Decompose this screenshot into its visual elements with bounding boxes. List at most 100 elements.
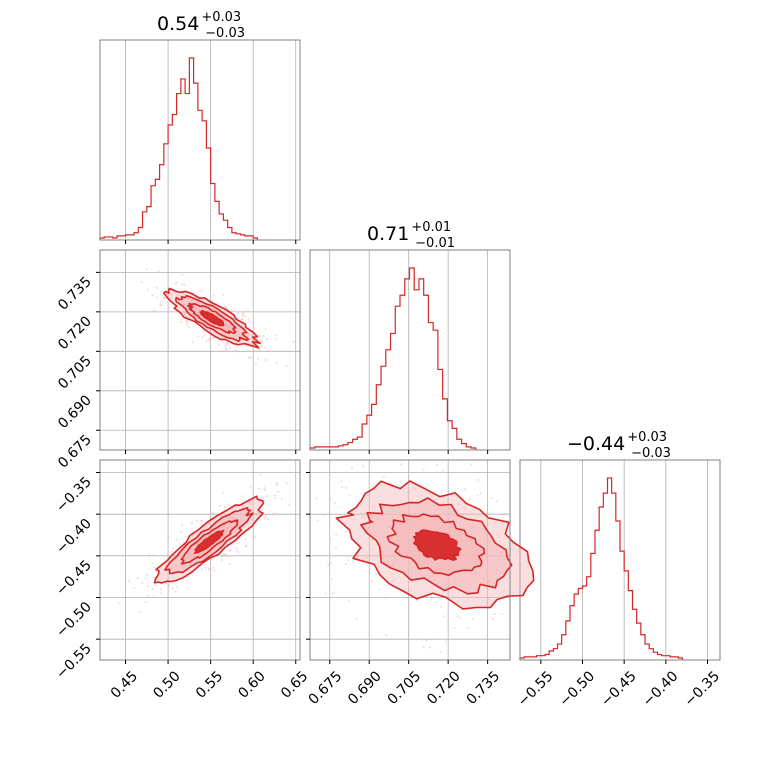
sample-point <box>241 324 244 327</box>
sample-point <box>264 346 267 349</box>
sample-point <box>316 519 319 522</box>
sample-point <box>159 588 162 591</box>
sample-point <box>211 511 214 514</box>
x-tick-label: −0.35 <box>681 668 723 710</box>
sample-point <box>222 491 225 494</box>
sample-point <box>267 349 270 353</box>
sample-point <box>181 273 184 276</box>
panel-border <box>99 459 301 661</box>
sample-point <box>435 601 438 604</box>
sample-point <box>185 315 188 318</box>
sample-point <box>170 292 173 295</box>
hist-panel-1 <box>99 39 301 244</box>
sample-point <box>490 602 493 605</box>
sample-point <box>459 513 462 516</box>
x-tick-label: 0.60 <box>235 668 268 701</box>
sample-point <box>416 495 420 498</box>
sample-point <box>471 618 474 621</box>
sample-point <box>467 626 470 629</box>
sample-point <box>249 321 252 324</box>
sample-point <box>244 309 247 313</box>
sample-point <box>347 600 350 603</box>
sample-point <box>223 305 226 309</box>
sample-point <box>179 294 182 297</box>
sample-point <box>159 572 162 575</box>
sample-point <box>457 503 460 506</box>
sample-point <box>196 335 199 338</box>
sample-point <box>259 473 262 476</box>
sample-point <box>164 582 167 585</box>
sample-point <box>228 562 231 566</box>
sample-point <box>209 515 212 518</box>
param-2-title-value: 0.71 <box>367 223 409 245</box>
sample-point <box>271 513 274 517</box>
sample-point <box>280 497 283 501</box>
sample-point <box>180 283 183 286</box>
sample-point <box>260 508 263 511</box>
sample-point <box>375 573 378 576</box>
param-1-title-plus: +0.03 <box>201 10 241 25</box>
sample-point <box>345 486 348 489</box>
sample-point <box>243 326 246 329</box>
sample-point <box>264 489 267 492</box>
sample-point <box>428 492 431 495</box>
sample-point <box>493 520 497 524</box>
sample-point <box>355 617 358 620</box>
sample-point <box>453 627 456 630</box>
sample-point <box>243 315 246 318</box>
sample-point <box>497 533 500 536</box>
sample-point <box>422 645 425 649</box>
sample-point <box>203 525 206 529</box>
sample-point <box>265 337 269 341</box>
param-1-title: 0.54 +0.03 −0.03 <box>157 10 245 41</box>
sample-point <box>236 317 239 320</box>
sample-point <box>443 615 446 618</box>
sample-point <box>185 319 188 322</box>
sample-point <box>167 306 170 309</box>
sample-point <box>180 524 184 527</box>
y-tick-label: 0.735 <box>55 274 95 314</box>
y-tick-label: −0.35 <box>53 474 95 516</box>
sample-point <box>236 550 239 554</box>
sample-point <box>228 346 231 349</box>
sample-point <box>330 578 334 581</box>
sample-point <box>254 536 257 539</box>
sample-point <box>340 480 343 483</box>
sample-point <box>236 542 239 545</box>
sample-point <box>345 530 348 533</box>
sample-point <box>378 588 381 591</box>
sample-point <box>493 613 496 616</box>
sample-point <box>203 566 207 569</box>
sample-point <box>182 292 185 295</box>
sample-point <box>227 504 230 507</box>
sample-point <box>344 563 348 566</box>
sample-point <box>463 506 466 509</box>
sample-point <box>153 566 156 569</box>
contour-level-4 <box>193 529 225 554</box>
sample-point <box>170 550 173 553</box>
sample-point <box>409 590 412 593</box>
sample-point <box>190 522 193 525</box>
sample-point <box>237 312 240 315</box>
sample-point <box>285 481 288 485</box>
sample-point <box>491 617 495 621</box>
sample-point <box>371 548 374 551</box>
sample-point <box>328 554 331 557</box>
sample-point <box>118 602 121 605</box>
sample-point <box>275 334 278 337</box>
sample-point <box>155 296 159 299</box>
sample-point <box>220 340 223 343</box>
x-tick-label: −0.45 <box>598 668 640 710</box>
sample-point <box>139 610 142 613</box>
sample-point <box>399 463 403 466</box>
sample-point <box>502 594 505 597</box>
sample-point <box>226 555 229 558</box>
sample-point <box>225 349 228 352</box>
sample-point <box>429 598 432 602</box>
y-tick-label: −0.50 <box>53 599 95 641</box>
sample-point <box>198 529 201 532</box>
sample-point <box>262 496 265 499</box>
sample-point <box>247 309 250 312</box>
sample-point <box>361 516 364 519</box>
